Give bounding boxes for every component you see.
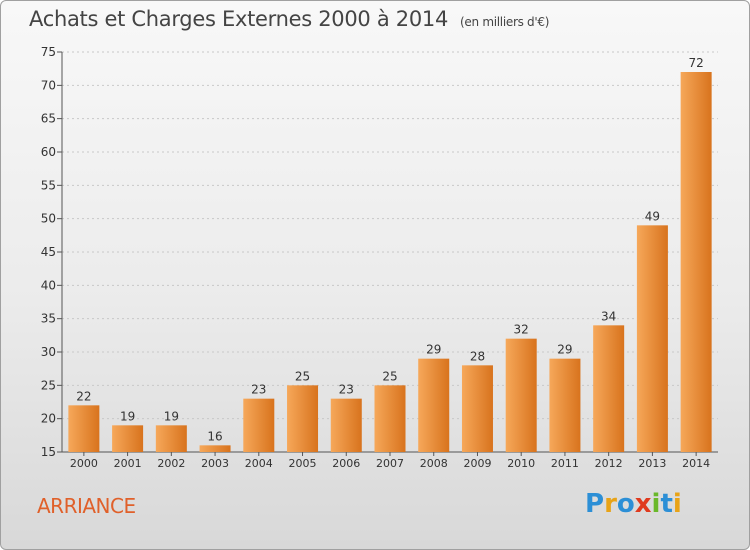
chart-title: Achats et Charges Externes 2000 à 2014 (e… <box>29 7 549 31</box>
chart-title-text: Achats et Charges Externes 2000 à 2014 <box>29 7 449 31</box>
y-tick-label: 25 <box>41 378 56 392</box>
x-tick-label: 2004 <box>245 457 273 470</box>
bar <box>374 385 406 452</box>
x-tick-label: 2013 <box>638 457 666 470</box>
bar <box>243 398 275 452</box>
x-tick-label: 2000 <box>70 457 98 470</box>
logo-letter: t <box>660 489 673 519</box>
bar <box>68 405 100 452</box>
logo-letter: x <box>634 489 652 519</box>
y-tick-label: 70 <box>41 78 56 92</box>
x-tick-label: 2012 <box>595 457 623 470</box>
data-label: 25 <box>295 369 310 383</box>
x-tick-label: 2006 <box>332 457 360 470</box>
data-label: 29 <box>426 343 441 357</box>
bar <box>461 365 493 452</box>
logo-letter: i <box>672 489 682 519</box>
x-tick-label: 2009 <box>463 457 491 470</box>
data-label: 23 <box>251 383 266 397</box>
bar <box>155 425 187 452</box>
data-label: 25 <box>382 369 397 383</box>
chart-subtitle: (en milliers d'€) <box>460 15 550 29</box>
y-tick-label: 55 <box>41 178 56 192</box>
x-tick-label: 2011 <box>551 457 579 470</box>
data-label: 23 <box>339 383 354 397</box>
y-tick-label: 20 <box>41 412 56 426</box>
logo-letter: o <box>616 489 635 519</box>
bar <box>287 385 319 452</box>
y-tick-label: 45 <box>41 245 56 259</box>
data-label: 32 <box>514 323 529 337</box>
data-label: 19 <box>120 409 135 423</box>
data-label: 34 <box>601 309 616 323</box>
y-tick-label: 30 <box>41 345 56 359</box>
x-tick-label: 2002 <box>157 457 185 470</box>
y-tick-label: 75 <box>41 45 56 59</box>
bar <box>330 398 362 452</box>
data-label: 49 <box>645 209 660 223</box>
y-tick-label: 15 <box>41 445 56 459</box>
data-label: 22 <box>76 389 91 403</box>
logo-letter: i <box>651 489 661 519</box>
data-label: 28 <box>470 349 485 363</box>
y-tick-label: 65 <box>41 112 56 126</box>
x-tick-label: 2014 <box>682 457 710 470</box>
proxiti-logo: Proxiti <box>585 489 682 519</box>
bar <box>549 358 581 452</box>
logo-letter: P <box>585 489 605 519</box>
data-label: 19 <box>164 409 179 423</box>
y-tick-label: 50 <box>41 212 56 226</box>
logo-letter: r <box>604 489 617 519</box>
data-label: 29 <box>557 343 572 357</box>
bar <box>199 445 231 452</box>
bar <box>680 72 712 452</box>
bar <box>112 425 144 452</box>
bar <box>505 338 537 452</box>
bar <box>418 358 450 452</box>
bar <box>636 225 668 452</box>
data-label: 16 <box>207 429 222 443</box>
x-tick-label: 2001 <box>114 457 142 470</box>
commune-name: ARRIANCE <box>37 494 136 518</box>
x-tick-label: 2010 <box>507 457 535 470</box>
data-label: 72 <box>688 56 703 70</box>
x-tick-label: 2003 <box>201 457 229 470</box>
x-tick-label: 2007 <box>376 457 404 470</box>
y-tick-label: 40 <box>41 278 56 292</box>
y-tick-label: 60 <box>41 145 56 159</box>
bar <box>593 325 625 452</box>
y-tick-label: 35 <box>41 312 56 326</box>
x-tick-label: 2008 <box>420 457 448 470</box>
x-tick-label: 2005 <box>289 457 317 470</box>
